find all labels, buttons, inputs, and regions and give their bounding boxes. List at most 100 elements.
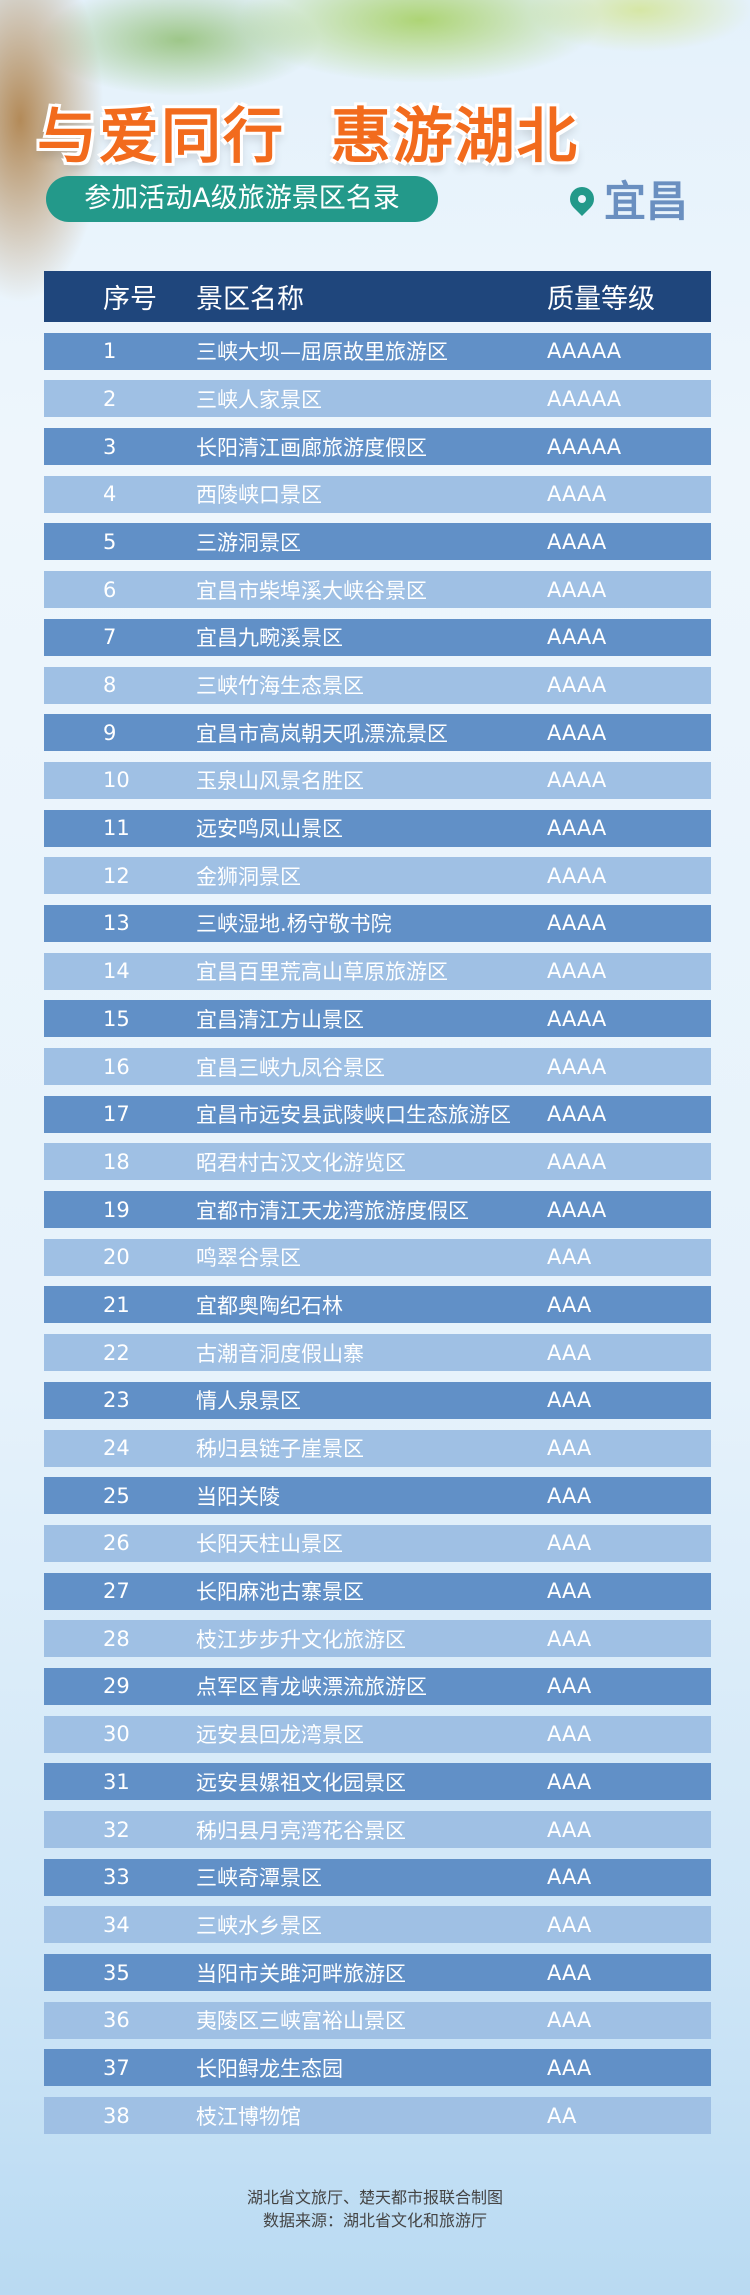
table-row: 2 三峡人家景区 AAAAA [44, 380, 711, 418]
table-row: 18 昭君村古汉文化游览区 AAAA [44, 1143, 711, 1181]
row-name: 宜昌三峡九凤谷景区 [196, 1055, 385, 1080]
scenic-spot-table: 序号 景区名称 质量等级 1 三峡大坝—屈原故里旅游区 AAAAA 2 三峡人家景区 AA… [44, 271, 711, 2135]
row-name: 金狮洞景区 [196, 864, 301, 889]
row-index: 18 [103, 1149, 130, 1174]
table-row: 22 古潮音洞度假山寨 AAA [44, 1334, 711, 1372]
row-index: 17 [103, 1102, 130, 1127]
row-grade: AAAA [547, 863, 607, 888]
row-grade: AAA [547, 1531, 592, 1556]
row-name: 情人泉景区 [196, 1389, 301, 1414]
row-grade: AAAA [547, 1149, 607, 1174]
row-index: 9 [103, 720, 117, 745]
table-row: 34 三峡水乡景区 AAA [44, 1906, 711, 1944]
row-name: 远安鸣凤山景区 [196, 817, 343, 842]
table-row: 14 宜昌百里荒高山草原旅游区 AAAA [44, 952, 711, 990]
row-name: 枝江步步升文化旅游区 [196, 1627, 406, 1652]
row-grade: AAAAA [547, 339, 622, 364]
row-name: 宜昌市远安县武陵峡口生态旅游区 [196, 1103, 511, 1128]
footer-credit: 湖北省文旅厅、楚天都市报联合制图 [246, 2188, 503, 2207]
table-row: 19 宜都市清江天龙湾旅游度假区 AAAA [44, 1191, 711, 1229]
table-row: 38 枝江博物馆 AA [44, 2097, 711, 2135]
row-index: 2 [103, 386, 117, 411]
row-index: 5 [103, 529, 117, 554]
row-index: 4 [103, 482, 117, 507]
row-grade: AAA [547, 1579, 592, 1604]
row-index: 26 [103, 1531, 130, 1556]
row-name: 夷陵区三峡富裕山景区 [196, 2009, 406, 2034]
row-index: 33 [103, 1865, 130, 1890]
table-row: 8 三峡竹海生态景区 AAAA [44, 666, 711, 704]
row-grade: AAAAA [547, 386, 622, 411]
table-row: 3 长阳清江画廊旅游度假区 AAAAA [44, 428, 711, 466]
row-grade: AAAA [547, 482, 607, 507]
row-name: 枝江博物馆 [196, 2104, 301, 2129]
table-row: 15 宜昌清江方山景区 AAAA [44, 1000, 711, 1038]
table-row: 36 夷陵区三峡富裕山景区 AAA [44, 2001, 711, 2039]
table-row: 5 三游洞景区 AAAA [44, 523, 711, 561]
row-grade: AAAA [547, 673, 607, 697]
table-row: 33 三峡奇潭景区 AAA [44, 1858, 711, 1896]
row-name: 三峡人家景区 [196, 387, 322, 412]
row-index: 3 [103, 434, 117, 459]
table-row: 9 宜昌市高岚朝天吼漂流景区 AAAA [44, 714, 711, 752]
row-name: 远安县回龙湾景区 [196, 1723, 364, 1748]
row-grade: AAA [547, 1865, 592, 1890]
row-index: 14 [103, 959, 130, 984]
row-name: 鸣翠谷景区 [196, 1246, 301, 1271]
row-index: 12 [103, 863, 130, 888]
row-grade: AAA [547, 1388, 592, 1413]
row-index: 6 [103, 577, 117, 602]
row-name: 秭归县月亮湾花谷景区 [196, 1818, 406, 1843]
row-grade: AAAA [547, 1006, 607, 1031]
row-grade: AAA [547, 1817, 592, 1842]
table-row: 26 长阳天柱山景区 AAA [44, 1524, 711, 1562]
table-row: 25 当阳关陵 AAA [44, 1477, 711, 1515]
location-pin-icon [565, 181, 599, 216]
row-index: 8 [103, 673, 117, 697]
row-name: 宜昌九畹溪景区 [196, 626, 343, 651]
row-name: 远安县嫘祖文化园景区 [196, 1770, 406, 1795]
table-row: 27 长阳麻池古寨景区 AAA [44, 1572, 711, 1610]
row-grade: AAAA [547, 1102, 607, 1127]
row-grade: AAAA [547, 529, 607, 554]
table-row: 28 枝江步步升文化旅游区 AAA [44, 1620, 711, 1658]
row-index: 10 [103, 768, 130, 793]
row-name: 古潮音洞度假山寨 [196, 1341, 364, 1366]
row-index: 35 [103, 1960, 130, 1985]
table-header: 序号 景区名称 质量等级 [44, 271, 711, 322]
row-index: 1 [103, 339, 117, 364]
table-row: 20 鸣翠谷景区 AAA [44, 1238, 711, 1276]
row-grade: AAA [547, 1722, 592, 1747]
row-name: 秭归县链子崖景区 [196, 1437, 364, 1461]
row-grade: AAA [547, 2055, 592, 2080]
row-name: 三峡湿地.杨守敬书院 [196, 912, 392, 937]
row-name: 长阳清江画廊旅游度假区 [196, 435, 427, 460]
table-row: 30 远安县回龙湾景区 AAA [44, 1715, 711, 1753]
table-row: 16 宜昌三峡九凤谷景区 AAAA [44, 1048, 711, 1085]
row-grade: AAA [547, 1245, 592, 1270]
subtitle-badge: 参加活动A级旅游景区名录 [46, 176, 438, 222]
table-row: 1 三峡大坝—屈原故里旅游区 AAAAA [44, 332, 711, 370]
row-name: 宜都奥陶纪石林 [196, 1293, 343, 1318]
row-grade: AAA [547, 1912, 592, 1937]
row-index: 25 [103, 1483, 130, 1508]
row-grade: AAA [547, 1626, 592, 1651]
table-row: 6 宜昌市柴埠溪大峡谷景区 AAAA [44, 571, 711, 609]
row-index: 30 [103, 1722, 130, 1747]
row-grade: AAAA [547, 816, 607, 841]
table-row: 17 宜昌市远安县武陵峡口生态旅游区 AAAA [44, 1095, 711, 1133]
row-name: 长阳鲟龙生态园 [196, 2056, 343, 2081]
row-grade: AAA [547, 2008, 592, 2033]
table-row: 32 秭归县月亮湾花谷景区 AAA [44, 1811, 711, 1848]
row-name: 三峡奇潭景区 [196, 1866, 322, 1891]
table-row: 29 点军区青龙峡漂流旅游区 AAA [44, 1667, 711, 1705]
row-grade: AAAA [547, 1054, 607, 1079]
row-index: 32 [103, 1817, 130, 1842]
row-name: 长阳天柱山景区 [196, 1532, 343, 1557]
table-row: 12 金狮洞景区 AAAA [44, 857, 711, 895]
row-grade: AAAA [547, 625, 607, 650]
row-name: 点军区青龙峡漂流旅游区 [196, 1675, 427, 1700]
row-grade: AA [547, 2103, 577, 2128]
city-name: 宜昌 [604, 177, 689, 226]
table-row: 37 长阳鲟龙生态园 AAA [44, 2049, 711, 2087]
